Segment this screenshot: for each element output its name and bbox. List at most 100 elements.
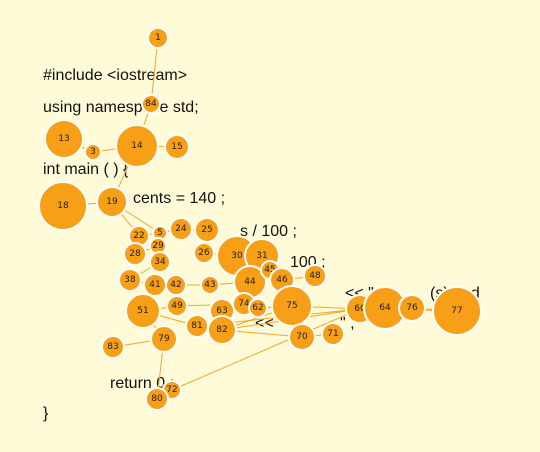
node-83[interactable]: 83 (101, 335, 125, 359)
code-line-cents: cents = 140 ; (133, 190, 226, 207)
node-label-74: 74 (238, 299, 250, 309)
edge-72-60 (171, 308, 361, 391)
node-circle-3[interactable] (84, 143, 102, 161)
node-circle-77[interactable] (432, 286, 482, 336)
node-label-24: 24 (175, 224, 187, 234)
node-circle-19[interactable] (96, 186, 128, 218)
node-circle-82[interactable] (207, 315, 237, 345)
node-circle-38[interactable] (118, 268, 142, 292)
node-label-83: 83 (107, 342, 118, 352)
node-43[interactable]: 43 (200, 275, 220, 295)
edge-1-84 (150, 37, 159, 105)
node-label-81: 81 (191, 321, 202, 331)
node-76[interactable]: 76 (398, 294, 426, 322)
node-label-77: 77 (451, 306, 462, 316)
node-label-31: 31 (256, 251, 267, 261)
node-label-45: 45 (264, 265, 275, 275)
node-label-70: 70 (296, 332, 308, 342)
node-1[interactable]: 1 (147, 27, 169, 49)
node-80[interactable]: 80 (145, 387, 169, 411)
node-circle-18[interactable] (38, 181, 88, 231)
node-label-60: 60 (354, 304, 366, 314)
node-circle-48[interactable] (303, 264, 327, 288)
nodes: 1 84 13 3 14 15 18 19 22 5 24 25 28 29 26 30 31 34 38 41 42 4… (38, 27, 482, 411)
node-26[interactable]: 26 (193, 242, 215, 264)
node-28[interactable]: 28 (123, 242, 147, 266)
node-84[interactable]: 84 (141, 94, 161, 114)
node-label-84: 84 (145, 99, 157, 109)
node-circle-25[interactable] (194, 217, 220, 243)
node-22[interactable]: 22 (128, 225, 150, 247)
node-label-3: 3 (90, 147, 96, 157)
node-circle-70[interactable] (288, 323, 316, 351)
node-circle-14[interactable] (115, 124, 159, 168)
node-circle-26[interactable] (193, 242, 215, 264)
code-line-include: #include <iostream> (43, 67, 188, 84)
node-circle-1[interactable] (147, 27, 169, 49)
node-circle-80[interactable] (145, 387, 169, 411)
node-label-62: 62 (252, 303, 263, 313)
node-14[interactable]: 14 (115, 124, 159, 168)
node-label-28: 28 (129, 249, 141, 259)
node-label-44: 44 (244, 277, 256, 287)
node-label-43: 43 (204, 280, 215, 290)
node-13[interactable]: 13 (44, 119, 84, 159)
node-circle-43[interactable] (200, 275, 220, 295)
node-label-38: 38 (124, 275, 136, 285)
node-82[interactable]: 82 (207, 315, 237, 345)
node-label-22: 22 (133, 231, 144, 241)
node-41[interactable]: 41 (143, 273, 167, 297)
node-38[interactable]: 38 (118, 268, 142, 292)
node-label-14: 14 (131, 141, 143, 151)
node-label-79: 79 (158, 334, 170, 344)
node-18[interactable]: 18 (38, 181, 88, 231)
node-75[interactable]: 75 (271, 285, 313, 327)
node-circle-15[interactable] (164, 134, 190, 160)
node-circle-84[interactable] (141, 94, 161, 114)
node-3[interactable]: 3 (84, 143, 102, 161)
node-label-25: 25 (201, 225, 212, 235)
node-label-5: 5 (157, 228, 163, 238)
node-circle-24[interactable] (169, 217, 193, 241)
node-24[interactable]: 24 (169, 217, 193, 241)
node-label-71: 71 (327, 329, 338, 339)
node-42[interactable]: 42 (165, 274, 187, 296)
node-circle-71[interactable] (321, 322, 345, 346)
node-label-46: 46 (276, 275, 288, 285)
code-line-close: } (43, 405, 49, 422)
node-label-49: 49 (171, 301, 183, 311)
node-circle-76[interactable] (398, 294, 426, 322)
node-48[interactable]: 48 (303, 264, 327, 288)
node-circle-51[interactable] (125, 293, 161, 329)
node-15[interactable]: 15 (164, 134, 190, 160)
code-line-div: s / 100 ; (240, 223, 297, 240)
node-25[interactable]: 25 (194, 217, 220, 243)
node-circle-83[interactable] (101, 335, 125, 359)
node-64[interactable]: 64 (363, 286, 407, 330)
node-label-18: 18 (57, 201, 69, 211)
node-circle-28[interactable] (123, 242, 147, 266)
node-circle-13[interactable] (44, 119, 84, 159)
code-line-cout2b: " ; (340, 315, 355, 332)
node-49[interactable]: 49 (166, 295, 188, 317)
node-81[interactable]: 81 (185, 314, 209, 338)
node-19[interactable]: 19 (96, 186, 128, 218)
node-62[interactable]: 62 (248, 298, 268, 318)
node-label-42: 42 (170, 280, 181, 290)
node-79[interactable]: 79 (150, 325, 178, 353)
code-line-main: int main ( ) { (43, 161, 129, 178)
node-circle-79[interactable] (150, 325, 178, 353)
node-circle-34[interactable] (149, 251, 171, 273)
node-70[interactable]: 70 (288, 323, 316, 351)
node-label-76: 76 (406, 303, 418, 313)
node-34[interactable]: 34 (149, 251, 171, 273)
node-51[interactable]: 51 (125, 293, 161, 329)
node-circle-75[interactable] (271, 285, 313, 327)
node-label-34: 34 (154, 257, 166, 267)
node-71[interactable]: 71 (321, 322, 345, 346)
node-circle-42[interactable] (165, 274, 187, 296)
node-label-80: 80 (151, 394, 163, 404)
node-77[interactable]: 77 (432, 286, 482, 336)
node-circle-49[interactable] (166, 295, 188, 317)
node-circle-62[interactable] (248, 298, 268, 318)
